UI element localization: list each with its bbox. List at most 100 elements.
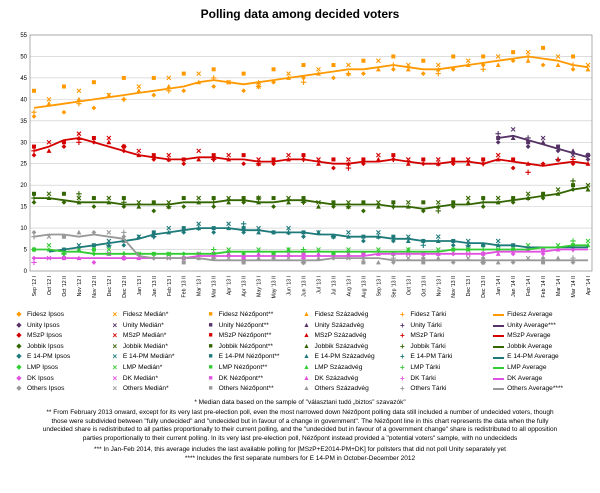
scatter-point xyxy=(136,88,142,93)
scatter-point xyxy=(526,140,531,145)
legend-label: MSzP Nézőpont** xyxy=(218,332,272,340)
scatter-point xyxy=(555,62,561,68)
footnote-median: * Median data based on the sample of "vá… xyxy=(194,398,406,406)
scatter-point xyxy=(31,199,37,205)
diamond-marker-icon: ◆ xyxy=(16,321,22,329)
triangle-marker-icon: ▲ xyxy=(303,374,310,382)
scatter-point xyxy=(241,153,246,158)
y-tick-label: 50 xyxy=(20,54,27,60)
scatter-point xyxy=(450,204,456,210)
scatter-point xyxy=(286,225,291,231)
legend-item-mszp-square: ■ MSzP Nézőpont** xyxy=(206,331,299,342)
chart-legend: ◆ Fidesz Ipsos × Fidesz Medián* ■ Fidesz Néző… xyxy=(14,310,586,395)
scatter-point xyxy=(106,247,112,252)
scatter-point xyxy=(241,71,246,76)
scatter-point xyxy=(481,243,486,248)
scatter-point xyxy=(241,196,246,201)
scatter-point xyxy=(46,242,52,248)
legend-item-fidesz-square: ■ Fidesz Nézőpont** xyxy=(206,310,299,321)
x-tick-label: Feb '13 II xyxy=(182,276,188,297)
scatter-point xyxy=(375,204,381,209)
scatter-point xyxy=(121,234,127,240)
scatter-point xyxy=(495,130,501,137)
legend-item-dk-square: ■ DK Nézőpont** xyxy=(206,374,299,385)
scatter-point xyxy=(271,196,276,201)
x-tick-label: Sep '13 I xyxy=(376,276,382,296)
legend-item-jobbik-x: × Jobbik Medián* xyxy=(110,342,203,353)
scatter-point xyxy=(465,195,471,201)
triangle-marker-icon: ▲ xyxy=(303,363,310,371)
scatter-point xyxy=(495,195,501,201)
scatter-point xyxy=(91,135,96,140)
scatter-point xyxy=(331,165,336,171)
scatter-point xyxy=(301,196,306,201)
scatter-point xyxy=(76,229,82,235)
legend-item-lmp-diamond: ◆ LMP Ipsos xyxy=(14,363,107,374)
y-tick-label: 40 xyxy=(20,97,27,103)
legend-item-mszp-plus: + MSzP Tárki xyxy=(397,331,490,342)
scatter-point xyxy=(256,255,261,261)
scatter-point xyxy=(151,200,156,205)
scatter-point xyxy=(151,92,157,98)
plus-marker-icon: + xyxy=(399,384,405,394)
legend-item-e-14-pm-square: ■ E 14-PM Nézőpont** xyxy=(206,352,299,363)
scatter-point xyxy=(391,234,396,239)
scatter-point xyxy=(76,139,82,145)
scatter-points xyxy=(31,45,591,266)
scatter-point xyxy=(151,153,156,158)
scatter-point xyxy=(286,152,291,158)
x-tick-label: Jan '14 II xyxy=(511,276,517,297)
line-marker-icon xyxy=(493,356,505,359)
scatter-point xyxy=(345,70,352,77)
legend-item-dk-plus: + DK Tárki xyxy=(397,374,490,385)
legend-label: MSzP Medián* xyxy=(122,332,167,340)
legend-label: LMP Ipsos xyxy=(27,363,59,371)
y-tick-label: 10 xyxy=(20,226,27,232)
x-tick-label: Mar '14 I xyxy=(556,276,562,296)
legend-item-unity-x: × Unity Medián* xyxy=(110,321,203,332)
legend-item-others-x: × Others Medián* xyxy=(110,384,203,395)
scatter-point xyxy=(181,88,187,94)
legend-label: Jobbik Századvég xyxy=(314,342,369,350)
scatter-point xyxy=(286,246,291,252)
scatter-point xyxy=(91,204,97,210)
scatter-point xyxy=(390,260,396,265)
scatter-point xyxy=(91,260,97,265)
plus-marker-icon: + xyxy=(399,310,405,319)
legend-item-unity-square: ■ Unity Nézőpont** xyxy=(206,321,299,332)
scatter-point xyxy=(181,196,186,201)
legend-label: Fidesz Medián* xyxy=(122,311,169,318)
x-tick-label: Feb '14 I xyxy=(526,276,532,296)
square-marker-icon: ■ xyxy=(208,311,213,318)
scatter-point xyxy=(495,139,501,145)
legend-label: E 14-PM Nézőpont** xyxy=(218,353,280,361)
avg-line-lmp-average xyxy=(34,244,588,255)
scatter-point xyxy=(91,105,97,111)
scatter-point xyxy=(540,135,546,141)
scatter-point xyxy=(525,58,531,63)
legend-label: Jobbik Medián* xyxy=(122,342,168,350)
scatter-point xyxy=(61,234,66,239)
legend-label: Others Medián* xyxy=(122,385,169,393)
scatter-point xyxy=(196,221,202,227)
scatter-point xyxy=(420,255,426,261)
scatter-point xyxy=(510,165,516,171)
legend-label: E 14-PM Average xyxy=(507,353,559,361)
page-title: Polling data among decided voters xyxy=(200,7,400,21)
scatter-point xyxy=(331,251,336,256)
scatter-point xyxy=(106,229,112,235)
x-marker-icon: × xyxy=(112,310,118,319)
scatter-point xyxy=(570,66,576,72)
legend-item-others-square: ■ Others Nézőpont** xyxy=(206,384,299,395)
legend-item-others-plus: + Others Tárki xyxy=(397,384,490,395)
scatter-point xyxy=(241,161,247,167)
triangle-marker-icon: ▲ xyxy=(303,342,310,350)
scatter-point xyxy=(181,161,187,167)
legend-item-mszp-diamond: ◆ MSzP Ipsos xyxy=(14,331,107,342)
x-tick-label: Nov '13 II xyxy=(451,276,457,298)
legend-label: Fidesz Ipsos xyxy=(27,311,65,318)
scatter-point xyxy=(525,144,531,149)
scatter-point xyxy=(241,260,246,265)
scatter-point xyxy=(106,139,112,145)
